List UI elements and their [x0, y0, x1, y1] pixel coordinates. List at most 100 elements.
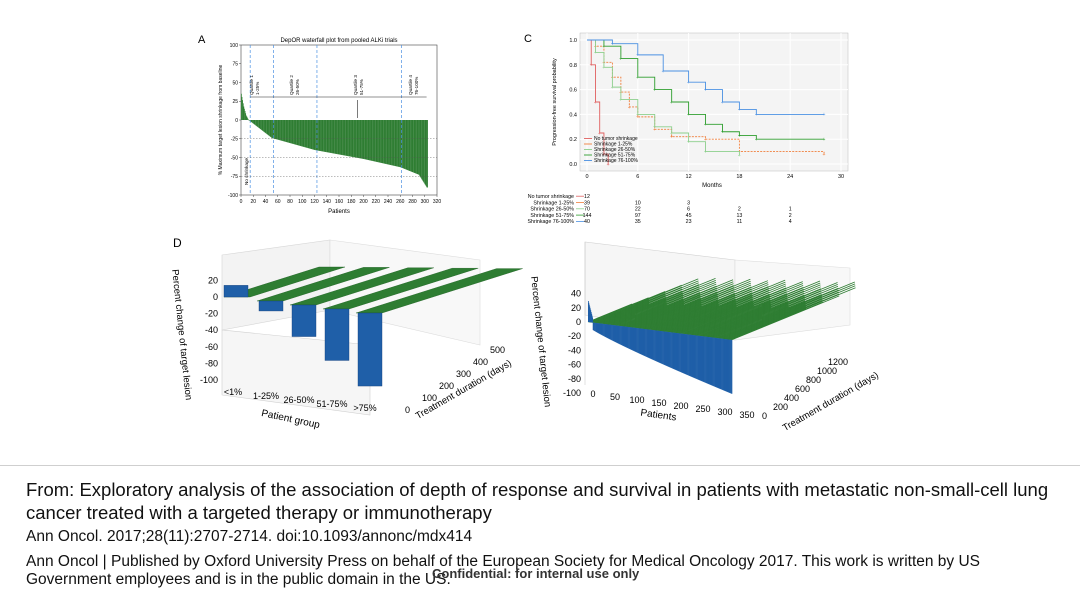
dl-response-bar — [224, 285, 248, 297]
c-ytick-label: 1.0 — [569, 38, 577, 44]
dl-ytick-label: -40 — [205, 325, 218, 335]
a-bar — [427, 120, 428, 188]
c-censor-mark: + — [628, 105, 631, 111]
a-xtick-label: 200 — [359, 199, 368, 205]
dl-ytick-label: 20 — [208, 275, 218, 285]
a-quartile-label: Quartile 3 — [353, 75, 358, 95]
dl-xtick-label: 1-25% — [253, 391, 279, 401]
panel-label-c: C — [524, 33, 532, 45]
c-ytick-label: 0.4 — [569, 112, 577, 118]
a-xtick-label: 20 — [250, 199, 256, 205]
c-risk-value: 144 — [583, 213, 592, 219]
a-quartile-range: 51-75% — [359, 79, 364, 95]
dr-ytick-label: -20 — [568, 331, 581, 341]
caption-divider — [0, 465, 1080, 466]
a-ytick-label: -25 — [231, 137, 238, 143]
dl-ylabel: Percent change of target lesion — [169, 269, 194, 401]
dl-response-bar — [325, 309, 349, 360]
a-ytick-label: 75 — [232, 62, 238, 68]
c-censor-mark: + — [687, 80, 690, 86]
c-risk-value: 39 — [584, 200, 590, 206]
a-xtick-label: 160 — [335, 199, 344, 205]
a-ytick-label: 50 — [232, 80, 238, 86]
c-ytick-label: 0.2 — [569, 137, 577, 143]
caption-citation: Ann Oncol. 2017;28(11):2707-2714. doi:10… — [26, 527, 1066, 547]
dr-response-bar — [732, 340, 733, 394]
dr-ztick-label: 0 — [762, 411, 767, 421]
dl-response-bar — [259, 301, 283, 311]
c-risk-value: 2 — [789, 213, 792, 219]
dr-ztick-label: 1000 — [817, 366, 837, 376]
a-ytick-label: -75 — [231, 174, 238, 180]
panel-a-waterfall: A DepOR waterfall plot from pooled ALKi … — [198, 34, 441, 215]
dl-xtick-label: <1% — [224, 387, 242, 397]
c-risk-value: 13 — [736, 213, 742, 219]
c-censor-mark: + — [602, 44, 605, 50]
c-censor-mark: + — [670, 131, 673, 137]
dl-zlabel: Treatment duration (days) — [414, 358, 514, 422]
a-ytick-label: 0 — [235, 118, 238, 124]
a-ytick-label: -100 — [228, 193, 238, 199]
c-risk-value: 35 — [635, 219, 641, 225]
c-censor-mark: + — [721, 100, 724, 106]
dr-ztick-label: 200 — [773, 402, 788, 412]
dl-ytick-label: -20 — [205, 309, 218, 319]
c-censor-mark: + — [636, 112, 639, 118]
dl-response-bar — [292, 305, 316, 337]
c-xtick-label: 24 — [787, 174, 793, 180]
a-xtick-label: 60 — [275, 199, 281, 205]
dr-ztick-label: 400 — [784, 393, 799, 403]
dl-xtick-label: 51-75% — [316, 399, 347, 409]
dl-ztick-label: 400 — [473, 357, 488, 367]
a-xtick-label: 320 — [433, 199, 442, 205]
a-xtick-label: 280 — [408, 199, 417, 205]
c-risk-value: 2 — [738, 207, 741, 213]
dr-ytick-label: -60 — [568, 360, 581, 370]
confidential-watermark: Confidential: for internal use only — [432, 566, 639, 581]
panel-label-a: A — [198, 34, 206, 46]
chart-a-ylabel: % Maximum target lesion shrinkage from b… — [218, 64, 224, 175]
a-ytick-label: 100 — [230, 43, 239, 49]
dr-xlabel: Patients — [640, 408, 677, 424]
dr-response-bar — [592, 317, 593, 322]
dr-ytick-label: 40 — [571, 289, 581, 299]
c-censor-mark: + — [662, 69, 665, 75]
chart-c-xlabel: Months — [702, 183, 722, 189]
c-risk-value: 10 — [635, 200, 641, 206]
c-censor-mark: + — [755, 137, 758, 143]
dl-ztick-label: 300 — [456, 369, 471, 379]
a-xtick-label: 80 — [287, 199, 293, 205]
c-risk-value: 11 — [737, 219, 743, 225]
c-risk-row-label: Shrinkage 51-75% — [530, 213, 574, 219]
c-censor-mark: + — [738, 107, 741, 113]
a-bar — [248, 119, 249, 120]
c-censor-mark: + — [738, 133, 741, 139]
c-censor-mark: + — [636, 75, 639, 81]
c-risk-row-label: Shrinkage 1-25% — [533, 200, 574, 206]
dr-xtick-label: 300 — [717, 407, 732, 417]
c-ytick-label: 0.0 — [569, 162, 577, 168]
c-censor-mark: + — [670, 100, 673, 106]
panel-label-d: D — [173, 236, 182, 250]
c-censor-mark: + — [590, 63, 593, 69]
c-censor-mark: + — [619, 56, 622, 62]
dr-xtick-label: 50 — [610, 392, 620, 402]
c-xtick-label: 0 — [585, 174, 588, 180]
dr-ztick-label: 1200 — [828, 357, 848, 367]
dl-xtick-label: 26-50% — [283, 395, 314, 405]
dr-xtick-label: 100 — [629, 395, 644, 405]
a-xtick-label: 40 — [263, 199, 269, 205]
c-censor-mark: + — [653, 125, 656, 131]
a-xtick-label: 220 — [372, 199, 381, 205]
a-quartile-range: 76-100% — [414, 77, 419, 95]
c-censor-mark: + — [636, 53, 639, 59]
a-ytick-label: -50 — [231, 155, 238, 161]
dr-ylabel: Percent change of target lesion — [528, 276, 553, 408]
c-risk-value: 70 — [584, 207, 590, 213]
chart-a-title: DepOR waterfall plot from pooled ALKi tr… — [280, 38, 397, 44]
c-xtick-label: 30 — [838, 174, 844, 180]
c-censor-mark: + — [822, 137, 825, 143]
